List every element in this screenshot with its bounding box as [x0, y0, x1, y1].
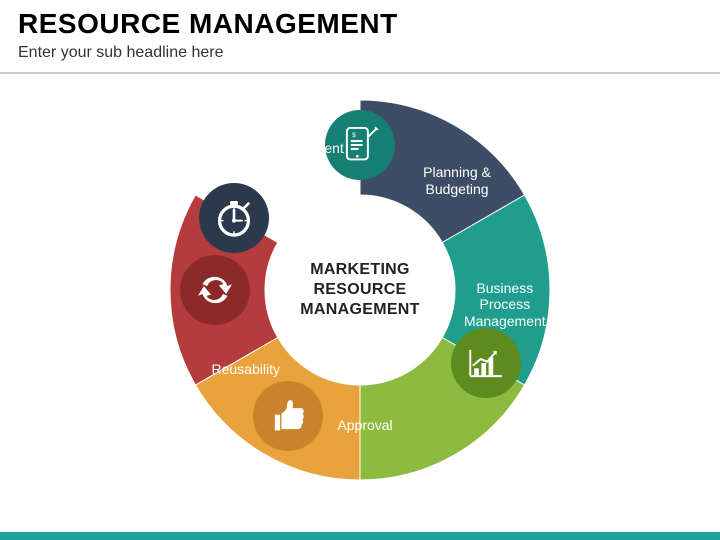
center-line-3: MANAGEMENT: [300, 300, 419, 320]
timer-icon: [199, 183, 269, 253]
donut-chart: MARKETING RESOURCE MANAGEMENT $Measureme…: [160, 90, 560, 490]
growth-chart-icon: [451, 328, 521, 398]
page-title: RESOURCE MANAGEMENT: [18, 8, 398, 40]
center-label: MARKETING RESOURCE MANAGEMENT: [300, 260, 419, 320]
svg-text:$: $: [352, 132, 356, 139]
center-line-1: MARKETING: [300, 260, 419, 280]
thumbs-up-icon: [253, 381, 323, 451]
center-line-2: RESOURCE: [300, 280, 419, 300]
refresh-icon: [180, 255, 250, 325]
page-subtitle: Enter your sub headline here: [18, 44, 223, 62]
title-divider: [0, 72, 720, 74]
footer-bar: [0, 532, 720, 540]
tablet-dollar-icon: $: [325, 110, 395, 180]
